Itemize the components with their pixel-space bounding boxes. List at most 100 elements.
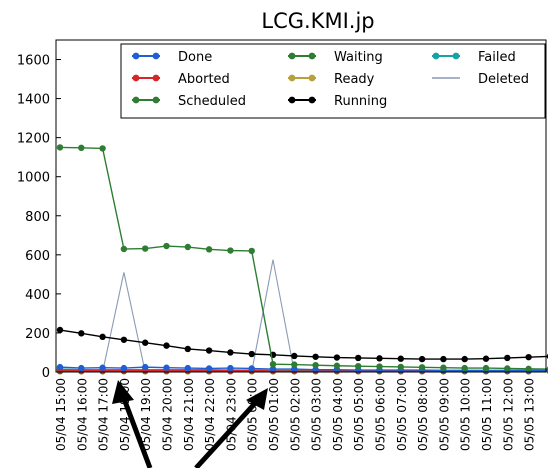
annotation-arrow-right	[194, 398, 260, 468]
x-tick-label: 05/04 21:00	[182, 378, 196, 451]
data-point-running	[333, 354, 341, 361]
y-tick-label: 1200	[17, 132, 50, 147]
x-tick-label: 05/05 12:00	[501, 378, 515, 451]
x-tick-label: 05/05 05:00	[352, 378, 366, 451]
series-line-scheduled	[59, 146, 548, 370]
x-tick-label: 05/05 07:00	[395, 378, 409, 451]
data-point-running	[312, 353, 319, 360]
data-point-running	[461, 355, 468, 363]
y-tick-label: 1600	[17, 54, 50, 69]
annotation-arrows	[112, 380, 268, 468]
data-point-scheduled	[312, 361, 319, 369]
legend-label: Running	[334, 94, 387, 109]
data-point-scheduled	[227, 247, 234, 254]
legend-label: Done	[178, 50, 212, 65]
data-point-done	[269, 365, 277, 373]
legend-label: Waiting	[334, 50, 383, 65]
data-point-scheduled	[461, 364, 468, 372]
legend-box	[120, 43, 546, 119]
legend-item-waiting: Waiting	[288, 50, 383, 65]
data-point-running	[184, 345, 191, 353]
x-tick-label: 05/05 02:00	[288, 378, 302, 451]
data-point-running	[142, 339, 149, 346]
data-point-scheduled	[120, 245, 128, 253]
x-tick-label: 05/05 01:00	[267, 378, 281, 451]
data-point-running	[504, 354, 511, 362]
data-point-scheduled	[291, 361, 298, 368]
y-tick-label: 1000	[17, 171, 50, 186]
legend-swatch-marker	[308, 52, 316, 60]
legend-swatch-marker	[132, 52, 140, 60]
data-point-running	[205, 347, 213, 354]
data-point-done	[56, 363, 64, 371]
y-tick-label: 600	[25, 249, 50, 264]
data-point-scheduled	[78, 144, 85, 152]
legend-swatch-marker	[152, 74, 160, 82]
data-point-done	[312, 366, 319, 373]
data-point-scheduled	[142, 245, 149, 252]
data-point-running	[418, 355, 426, 363]
data-point-done	[163, 364, 170, 371]
x-tick-label: 05/04 17:00	[97, 378, 111, 451]
legend-item-scheduled: Scheduled	[132, 94, 246, 109]
data-point-scheduled	[205, 246, 213, 253]
y-tick-label: 1400	[17, 93, 50, 108]
legend-swatch-marker	[308, 96, 316, 104]
data-point-running	[376, 355, 383, 362]
annotation-arrow-left	[120, 395, 153, 468]
data-point-done	[248, 365, 255, 372]
chart-title: LCG.KMI.jp	[261, 9, 374, 33]
data-point-scheduled	[355, 362, 362, 370]
legend-swatch-marker	[452, 52, 460, 60]
x-tick-label: 05/04 20:00	[161, 378, 175, 451]
series-deleted	[60, 259, 548, 373]
x-tick-label: 05/05 06:00	[374, 378, 388, 451]
data-point-running	[525, 353, 532, 361]
series-running	[56, 326, 548, 363]
data-point-scheduled	[184, 243, 191, 251]
x-tick-label: 05/04 22:00	[203, 378, 217, 451]
data-point-running	[397, 355, 404, 362]
x-tick-label: 05/05 11:00	[480, 378, 494, 451]
data-point-running	[56, 326, 64, 334]
legend: Done Aborted Scheduled Waiting Ready Running F…	[120, 43, 546, 119]
x-tick-label: 05/05 09:00	[437, 378, 451, 451]
legend-label: Deleted	[478, 72, 529, 87]
legend-label: Failed	[478, 50, 516, 65]
plot-frame	[55, 39, 547, 373]
y-axis: 0 200 400 600 800 1000 1200 1400 1600	[17, 54, 61, 381]
data-point-done	[205, 365, 213, 372]
data-point-scheduled	[525, 365, 532, 373]
data-point-done	[291, 365, 298, 373]
legend-item-aborted: Aborted	[132, 72, 230, 87]
legend-item-ready: Ready	[288, 72, 375, 87]
series-line-deleted	[60, 259, 548, 373]
legend-swatch-marker	[432, 52, 440, 60]
legend-swatch-marker	[132, 96, 140, 104]
data-point-scheduled	[248, 247, 255, 255]
legend-swatch-marker	[308, 74, 316, 82]
x-tick-label: 05/04 19:00	[139, 378, 153, 451]
annotation-arrowhead-right	[246, 388, 268, 410]
legend-item-failed: Failed	[432, 50, 516, 65]
series-line-running	[59, 329, 548, 360]
x-tick-label: 05/05 10:00	[459, 378, 473, 451]
data-point-running	[482, 355, 490, 362]
data-point-scheduled	[376, 363, 383, 370]
x-axis: 05/04 15:00 05/04 16:00 05/04 17:00 05/04 1…	[54, 367, 537, 451]
legend-label: Ready	[334, 72, 375, 87]
data-point-running	[78, 330, 85, 337]
x-tick-label: 05/05 04:00	[331, 378, 345, 451]
y-tick-label: 200	[25, 327, 50, 342]
data-point-scheduled	[482, 364, 490, 372]
data-point-running	[120, 336, 128, 343]
legend-label: Scheduled	[178, 94, 246, 109]
annotation-arrowhead-left	[112, 380, 134, 404]
y-tick-label: 0	[42, 366, 50, 381]
data-point-scheduled	[440, 364, 447, 371]
data-point-scheduled	[99, 145, 106, 152]
data-point-done	[142, 363, 149, 371]
data-point-scheduled	[504, 365, 511, 372]
y-tick-label: 400	[25, 288, 50, 303]
data-point-scheduled	[333, 362, 341, 369]
